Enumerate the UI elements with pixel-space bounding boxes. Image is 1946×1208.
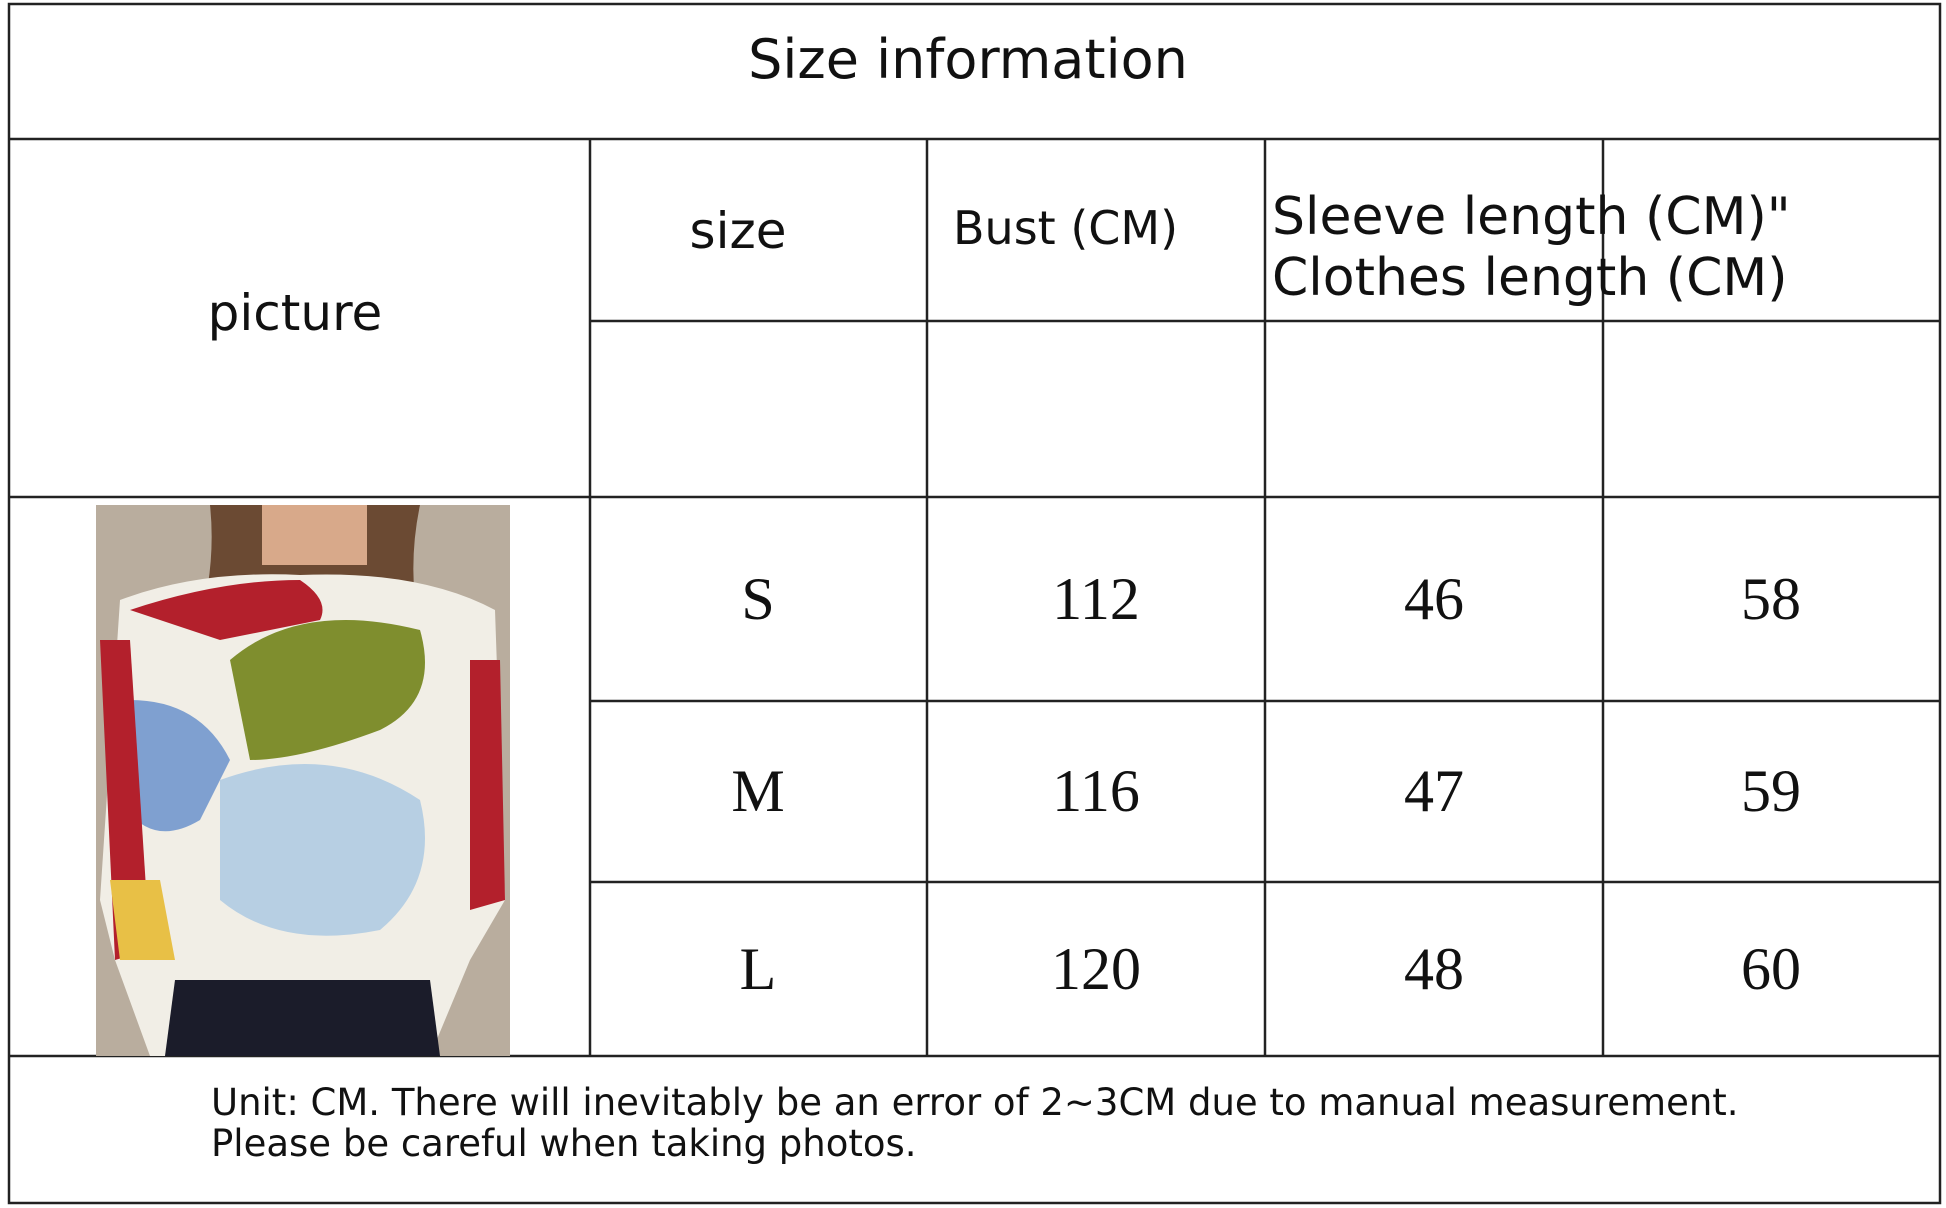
grid (9, 137, 1940, 1058)
value-cell: 120 (1051, 936, 1141, 1002)
value-cell: 48 (1404, 936, 1464, 1002)
value-cell: 58 (1741, 566, 1801, 632)
product-photo (96, 505, 510, 1056)
title: Size information (748, 28, 1188, 91)
footer-line: Unit: CM. There will inevitably be an er… (211, 1081, 1739, 1124)
size-cell: M (731, 758, 784, 824)
value-cell: 46 (1404, 566, 1464, 632)
value-cell: 116 (1052, 758, 1140, 824)
value-cell: 60 (1741, 936, 1801, 1002)
header-bust: Bust (CM) (953, 201, 1178, 255)
header-sleeve: Sleeve length (CM)" (1272, 187, 1791, 247)
size-cell: L (740, 936, 777, 1002)
rows: S 112 46 58 M 116 47 59 L 120 48 60 (731, 566, 1801, 1002)
value-cell: 47 (1404, 758, 1464, 824)
header-clothes: Clothes length (CM) (1272, 248, 1788, 308)
value-cell: 59 (1741, 758, 1801, 824)
size-cell: S (741, 566, 774, 632)
header-picture: picture (208, 284, 383, 342)
value-cell: 112 (1052, 566, 1140, 632)
header-size: size (690, 202, 787, 260)
footer-line: Please be careful when taking photos. (211, 1122, 917, 1165)
